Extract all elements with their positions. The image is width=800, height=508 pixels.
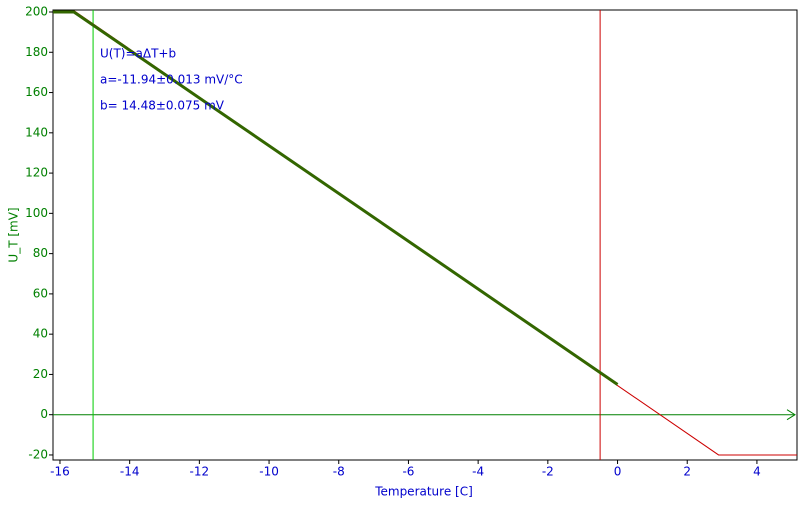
annotation: U(T)=aΔT+b bbox=[100, 47, 176, 61]
y-tick-label: 20 bbox=[33, 367, 48, 381]
x-tick-label: 0 bbox=[614, 465, 622, 479]
y-tick-label: -20 bbox=[28, 447, 48, 461]
y-tick-label: 160 bbox=[25, 85, 48, 99]
y-tick-label: 40 bbox=[33, 327, 48, 341]
x-axis-title: Temperature [C] bbox=[374, 485, 473, 499]
x-tick-label: -8 bbox=[333, 465, 345, 479]
x-tick-label: -4 bbox=[472, 465, 484, 479]
y-tick-label: 60 bbox=[33, 286, 48, 300]
data-line bbox=[53, 10, 619, 386]
y-tick-label: 80 bbox=[33, 246, 48, 260]
y-tick-label: 120 bbox=[25, 166, 48, 180]
x-tick-label: -6 bbox=[402, 465, 414, 479]
y-tick-label: 0 bbox=[40, 407, 48, 421]
annotation: a=-11.94±0.013 mV/°C bbox=[100, 73, 243, 87]
x-tick-label: -2 bbox=[542, 465, 554, 479]
x-tick-label: -16 bbox=[50, 465, 70, 479]
plot-frame bbox=[52, 9, 798, 461]
annotation: b= 14.48±0.075 mV bbox=[100, 99, 225, 113]
y-axis-title: U_T [mV] bbox=[7, 207, 21, 262]
x-tick-label: -14 bbox=[120, 465, 140, 479]
x-tick-label: 2 bbox=[683, 465, 691, 479]
x-tick-label: -10 bbox=[259, 465, 279, 479]
x-tick-label: -12 bbox=[190, 465, 210, 479]
axis-arrow bbox=[786, 409, 796, 421]
x-tick-label: 4 bbox=[753, 465, 761, 479]
y-tick-label: 180 bbox=[25, 45, 48, 59]
y-tick-label: 200 bbox=[25, 5, 48, 19]
y-tick-label: 140 bbox=[25, 125, 48, 139]
y-tick-label: 100 bbox=[25, 206, 48, 220]
